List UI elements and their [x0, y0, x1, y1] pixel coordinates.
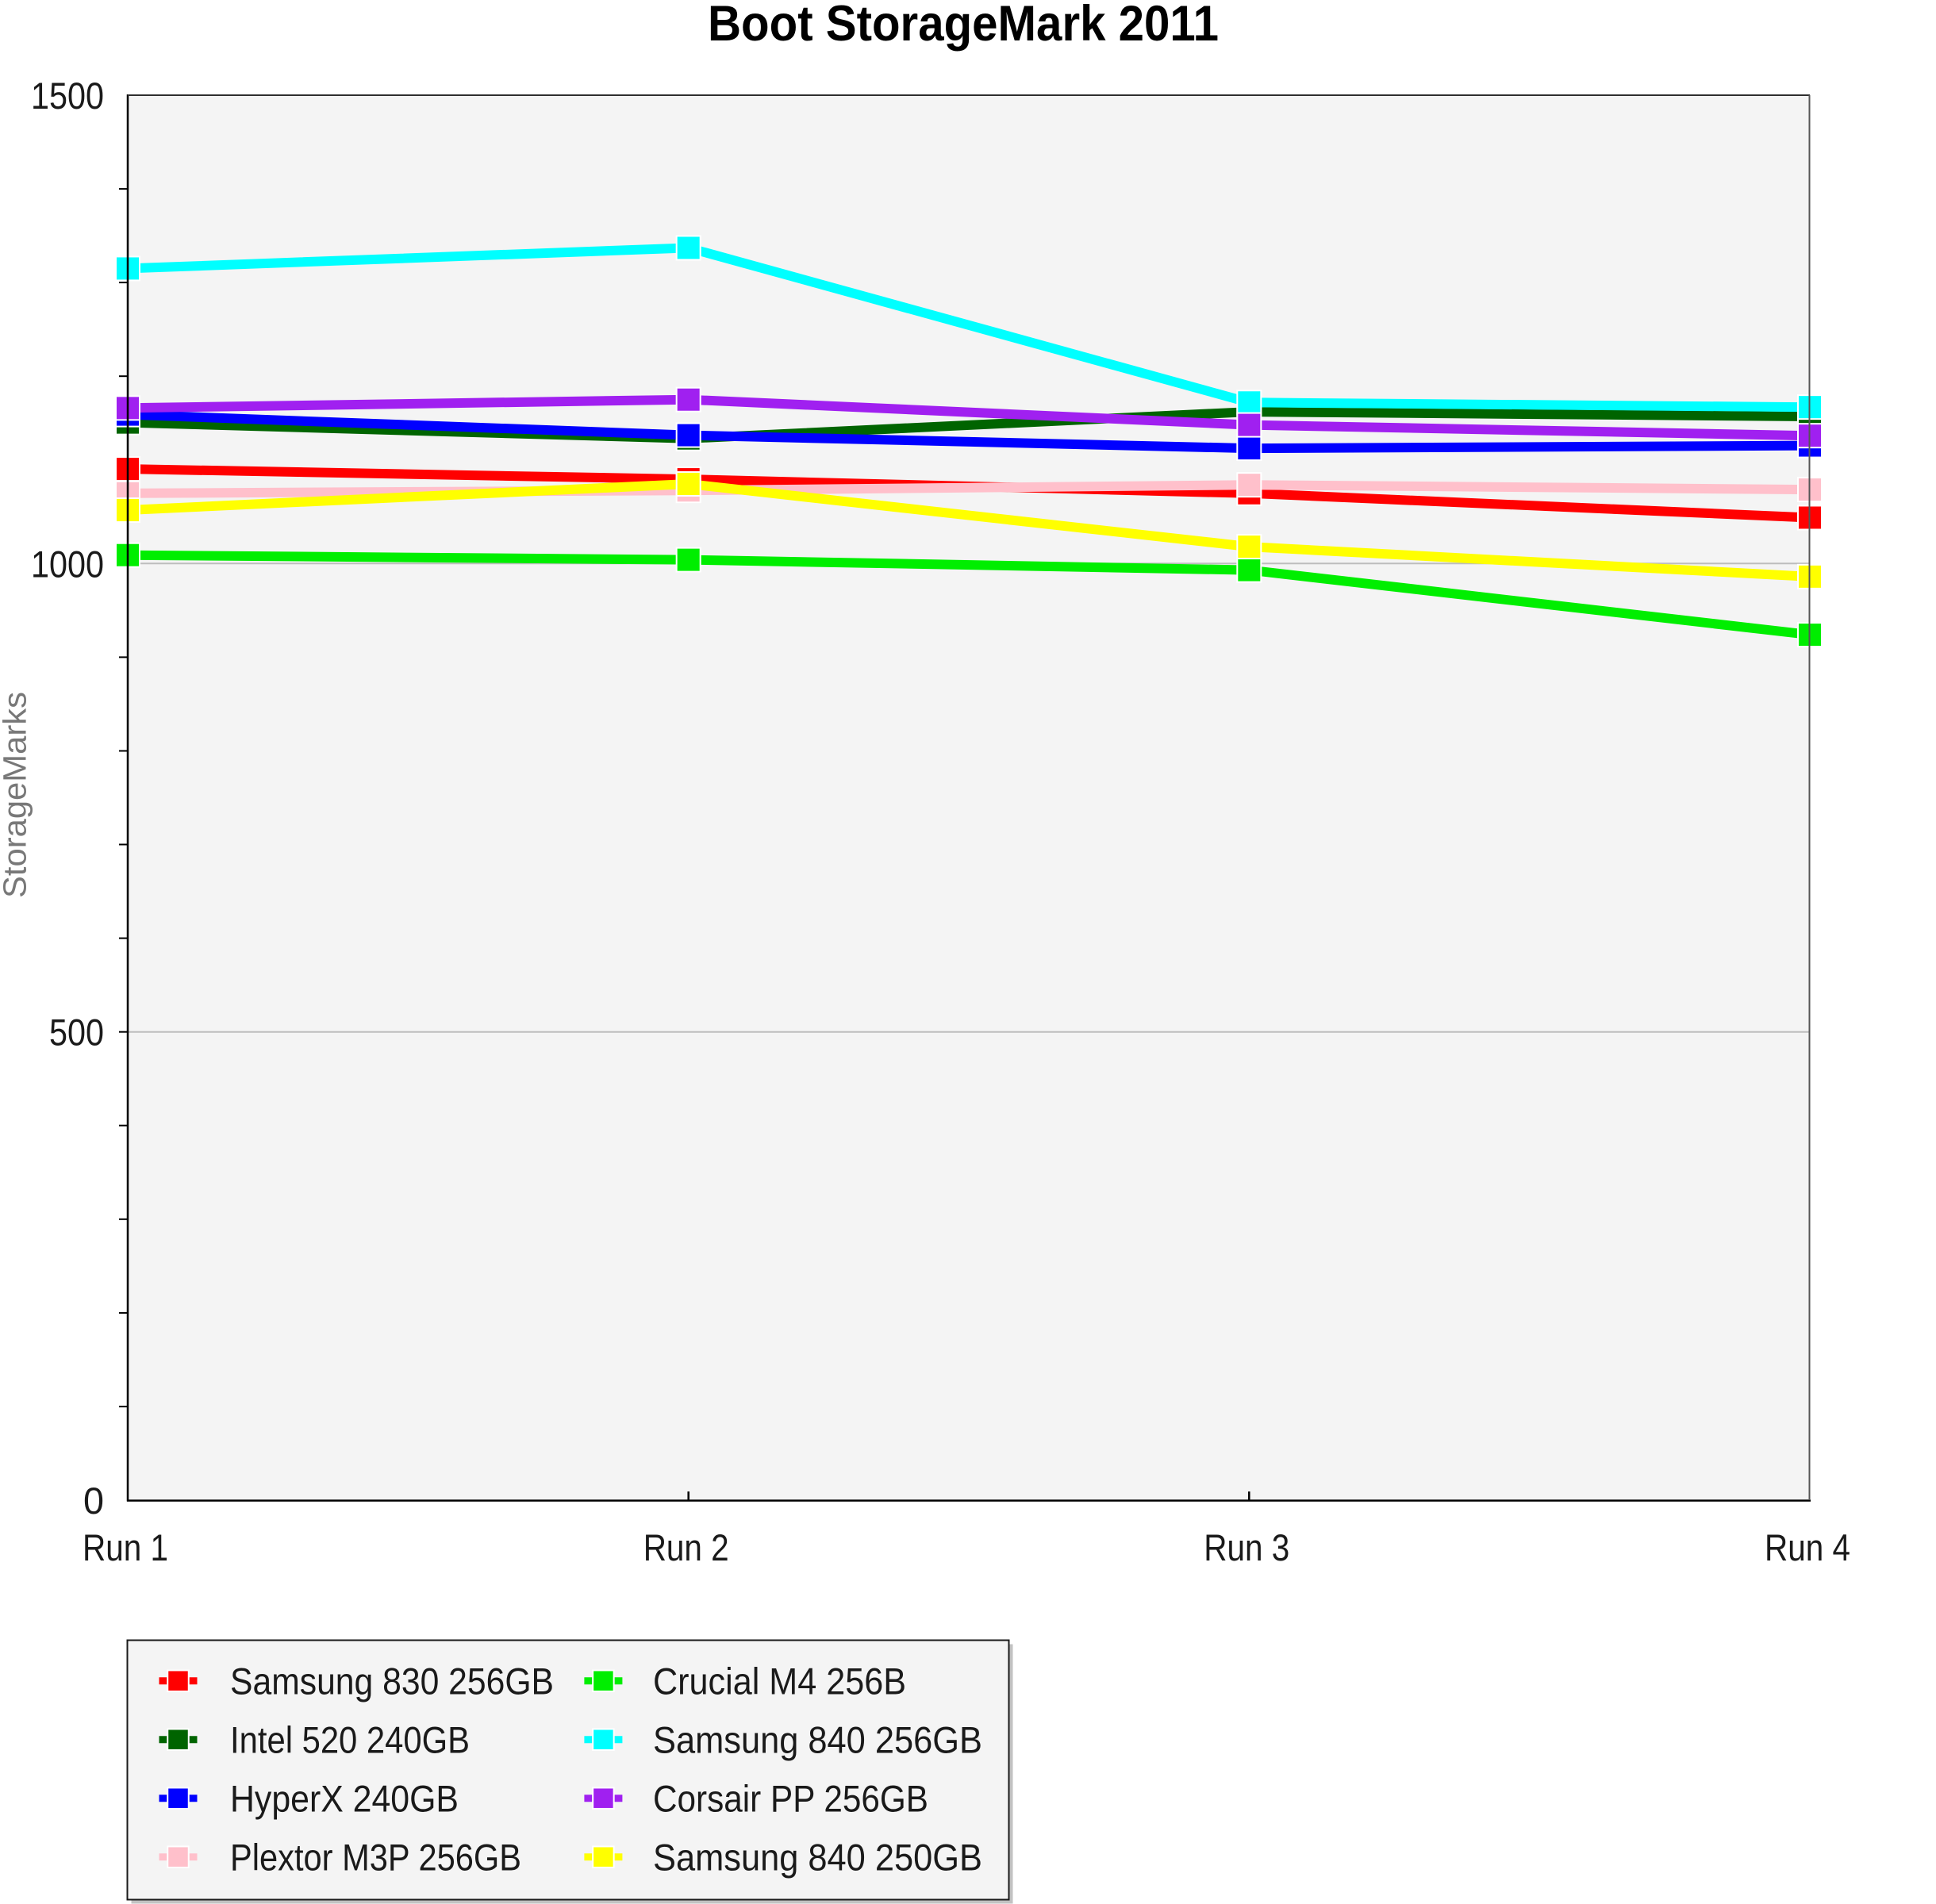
svg-text:500: 500 — [49, 1012, 104, 1054]
svg-text:1000: 1000 — [31, 543, 104, 585]
svg-text:Run 1: Run 1 — [83, 1526, 168, 1568]
svg-text:Samsung 830 256GB: Samsung 830 256GB — [230, 1660, 554, 1702]
svg-text:Samsung 840 256GB: Samsung 840 256GB — [653, 1719, 982, 1761]
svg-text:Corsair PP 256GB: Corsair PP 256GB — [653, 1778, 928, 1820]
svg-text:Plextor M3P 256GB: Plextor M3P 256GB — [230, 1837, 521, 1879]
svg-text:HyperX 240GB: HyperX 240GB — [230, 1778, 459, 1820]
svg-text:Run 3: Run 3 — [1204, 1526, 1289, 1568]
svg-text:Boot StorageMark 2011: Boot StorageMark 2011 — [708, 0, 1219, 52]
svg-text:Samsung 840 250GB: Samsung 840 250GB — [653, 1837, 982, 1879]
svg-text:Run 2: Run 2 — [643, 1526, 729, 1568]
svg-text:0: 0 — [83, 1480, 104, 1522]
svg-text:Crucial M4 256B: Crucial M4 256B — [653, 1660, 906, 1702]
svg-text:Run 4: Run 4 — [1765, 1526, 1850, 1568]
svg-text:Intel 520 240GB: Intel 520 240GB — [230, 1719, 470, 1761]
svg-text:1500: 1500 — [31, 75, 104, 117]
svg-text:StorageMarks: StorageMarks — [0, 692, 33, 898]
